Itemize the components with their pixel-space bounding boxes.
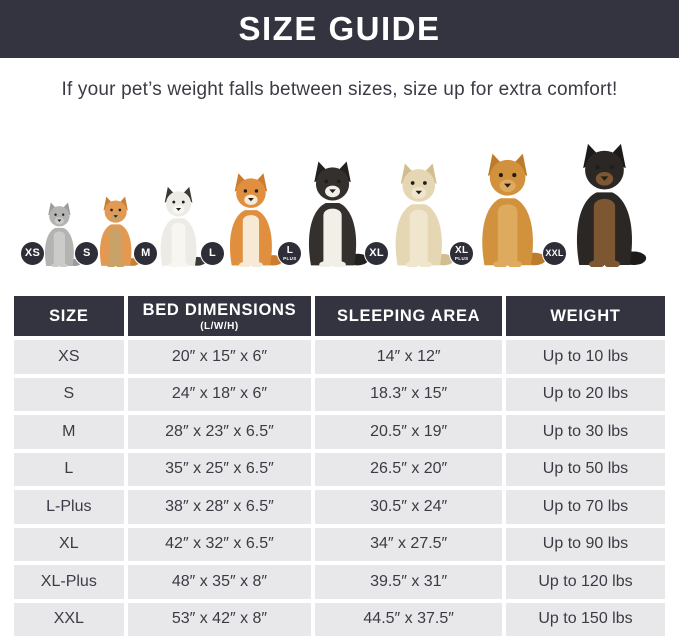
cell-bed-dimensions: 48″ x 35″ x 8″ <box>127 565 312 599</box>
cell-bed-dimensions: 38″ x 28″ x 6.5″ <box>127 490 312 524</box>
cell-weight: Up to 10 lbs <box>505 340 665 374</box>
size-up-note: If your pet’s weight falls between sizes… <box>61 79 618 100</box>
pet-golden-retriever: XL PLUS <box>449 151 552 267</box>
cell-sleeping-area: 18.3″ x 15″ <box>315 377 502 411</box>
col-header-label: BED DIMENSIONS <box>142 300 297 319</box>
cell-weight: Up to 70 lbs <box>505 490 665 524</box>
col-header-label: WEIGHT <box>550 306 621 325</box>
size-badge-xl: XL <box>364 241 390 266</box>
cell-bed-dimensions: 20″ x 15″ x 6″ <box>127 340 312 374</box>
col-header-bed-dimensions: BED DIMENSIONS (L/W/H) <box>127 296 312 336</box>
cell-size: S <box>14 377 124 411</box>
badge-sublabel: PLUS <box>283 255 297 261</box>
cell-weight: Up to 150 lbs <box>505 602 665 636</box>
col-header-label: SLEEPING AREA <box>337 306 481 325</box>
border-collie-icon <box>291 159 374 267</box>
badge-label: XXL <box>545 248 564 258</box>
size-table: SIZE BED DIMENSIONS (L/W/H) SLEEPING ARE… <box>14 296 665 636</box>
cell-size: XXL <box>14 602 124 636</box>
size-badge-xs: XS <box>20 241 45 266</box>
col-header-weight: WEIGHT <box>505 296 665 336</box>
cell-bed-dimensions: 35″ x 25″ x 6.5″ <box>127 452 312 486</box>
cell-size: L <box>14 452 124 486</box>
size-badge-xl-plus: XL PLUS <box>449 241 475 266</box>
cell-sleeping-area: 14″ x 12″ <box>315 340 502 374</box>
cell-sleeping-area: 34″ x 27.5″ <box>315 527 502 561</box>
cell-sleeping-area: 44.5″ x 37.5″ <box>315 602 502 636</box>
pet-cat: XS <box>20 201 85 267</box>
cell-bed-dimensions: 28″ x 23″ x 6.5″ <box>127 415 312 449</box>
size-badge-l-plus: L PLUS <box>277 241 303 266</box>
pet-pomeranian: S <box>74 195 143 267</box>
cell-weight: Up to 20 lbs <box>505 377 665 411</box>
size-badge-s: S <box>74 241 100 266</box>
col-header-sleeping-area: SLEEPING AREA <box>315 296 502 336</box>
badge-label: XL <box>369 247 384 259</box>
cell-sleeping-area: 20.5″ x 19″ <box>315 415 502 449</box>
col-header-sublabel: (L/W/H) <box>200 320 239 332</box>
labrador-icon <box>378 161 460 267</box>
cell-size: XS <box>14 340 124 374</box>
cell-size: XL-Plus <box>14 565 124 599</box>
badge-label: L <box>286 244 294 256</box>
col-header-size: SIZE <box>14 296 124 336</box>
cell-weight: Up to 90 lbs <box>505 527 665 561</box>
size-badge-l: L <box>199 241 225 266</box>
badge-label: XL <box>455 244 469 256</box>
badge-label: M <box>141 247 151 259</box>
cell-size: L-Plus <box>14 490 124 524</box>
cell-sleeping-area: 30.5″ x 24″ <box>315 490 502 524</box>
cell-weight: Up to 30 lbs <box>505 415 665 449</box>
badge-label: XS <box>24 247 41 259</box>
doberman-icon <box>556 141 653 267</box>
badge-label: S <box>83 247 91 259</box>
pet-labrador: XL <box>364 161 460 267</box>
cell-weight: Up to 50 lbs <box>505 452 665 486</box>
size-badge-xxl: XXL <box>542 241 568 266</box>
cell-weight: Up to 120 lbs <box>505 565 665 599</box>
badge-sublabel: PLUS <box>454 255 469 261</box>
cell-size: XL <box>14 527 124 561</box>
golden-retriever-icon <box>463 151 552 267</box>
cell-size: M <box>14 415 124 449</box>
size-guide-banner: SIZE GUIDE <box>0 0 679 58</box>
pet-shiba-inu: L <box>199 171 288 267</box>
pet-doberman: XXL <box>542 141 653 267</box>
pet-size-strip: XS S M L L PLUS XL <box>0 119 679 267</box>
pet-french-bulldog: M <box>133 185 210 267</box>
cell-bed-dimensions: 24″ x 18″ x 6″ <box>127 377 312 411</box>
pet-border-collie: L PLUS <box>277 159 374 267</box>
page-title: SIZE GUIDE <box>238 10 441 47</box>
cell-sleeping-area: 39.5″ x 31″ <box>315 565 502 599</box>
cell-bed-dimensions: 53″ x 42″ x 8″ <box>127 602 312 636</box>
col-header-label: SIZE <box>49 306 89 325</box>
badge-label: L <box>208 247 216 259</box>
cell-bed-dimensions: 42″ x 32″ x 6.5″ <box>127 527 312 561</box>
cell-sleeping-area: 26.5″ x 20″ <box>315 452 502 486</box>
size-badge-m: M <box>133 241 159 266</box>
